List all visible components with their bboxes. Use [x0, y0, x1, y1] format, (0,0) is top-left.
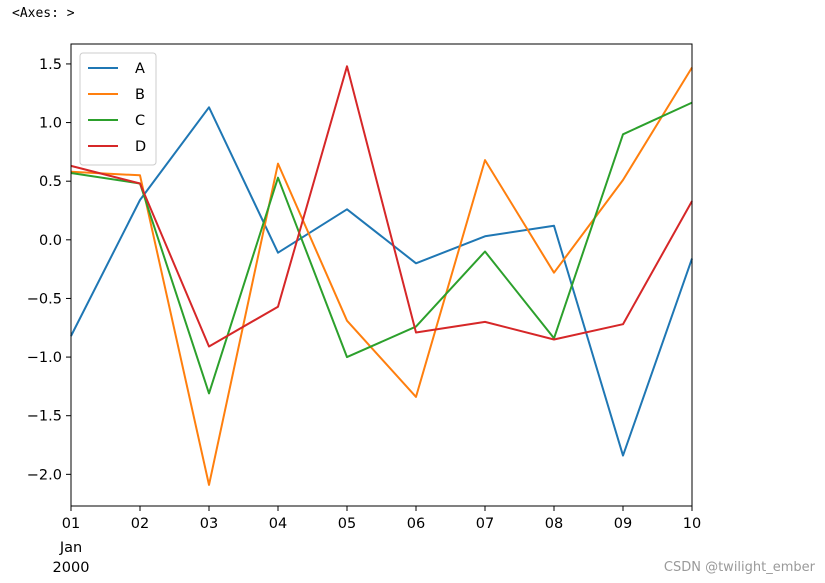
output-repr: <Axes: > — [12, 6, 75, 21]
x-tick-label: 10 — [683, 516, 701, 532]
y-tick-label: 1.0 — [39, 116, 62, 132]
legend-label-D: D — [135, 139, 146, 155]
y-tick-label: −1.5 — [27, 409, 62, 425]
series-line-B — [70, 66, 693, 486]
y-tick-label: −2.0 — [27, 467, 62, 483]
y-tick-label: 1.5 — [39, 57, 62, 73]
x-tick-label: 09 — [614, 516, 632, 532]
series-layer — [70, 65, 693, 486]
watermark: CSDN @twilight_ember — [663, 560, 815, 575]
x-tick-label: 07 — [476, 516, 494, 532]
y-tick-label: −0.5 — [27, 291, 62, 307]
x-axis: 01 02 03 04 05 06 07 08 09 10 Jan 2000 — [53, 506, 701, 576]
series-line-C — [70, 101, 693, 395]
x-tick-label: 02 — [131, 516, 149, 532]
legend-label-C: C — [135, 113, 145, 129]
x-tick-label: 08 — [545, 516, 563, 532]
x-sublabel: 2000 — [53, 560, 90, 576]
legend-box — [79, 52, 157, 166]
x-sublabel: Jan — [59, 540, 82, 556]
y-tick-label: 0.0 — [39, 233, 62, 249]
y-axis: −2.0 −1.5 −1.0 −0.5 0.0 0.5 1.0 1.5 — [27, 57, 71, 483]
legend-label-A: A — [135, 61, 145, 77]
x-tick-label: 05 — [338, 516, 356, 532]
y-tick-label: 0.5 — [39, 174, 62, 190]
y-tick-label: −1.0 — [27, 350, 62, 366]
axes-frame — [70, 43, 693, 507]
x-tick-label: 06 — [407, 516, 425, 532]
x-tick-label: 04 — [269, 516, 287, 532]
x-tick-label: 01 — [62, 516, 80, 532]
series-line-A — [70, 106, 693, 457]
series-line-D — [70, 65, 693, 348]
legend-label-B: B — [135, 87, 145, 103]
x-tick-label: 03 — [200, 516, 218, 532]
